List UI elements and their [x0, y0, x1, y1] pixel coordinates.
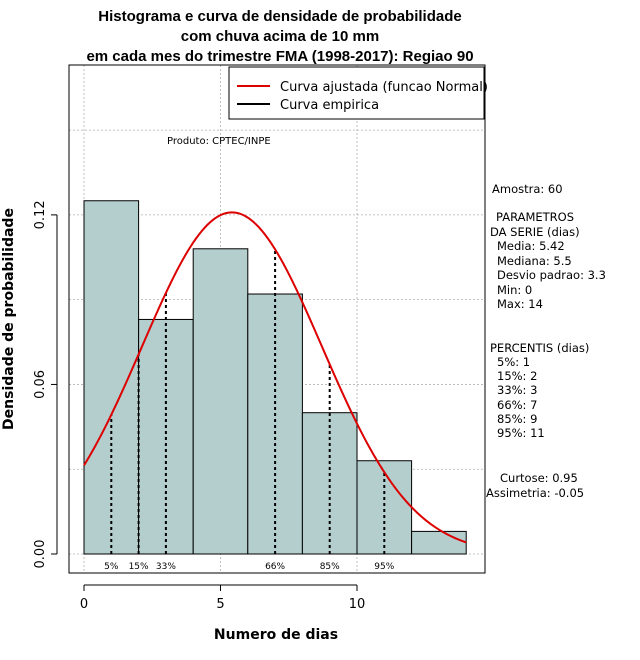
chart-title-line-3: em cada mes do trimestre FMA (1998-2017)… [86, 48, 474, 65]
histogram-bar [301, 412, 358, 555]
histogram-bar [356, 460, 413, 555]
x-tick-label: 10 [349, 597, 366, 612]
stats-mediana: Mediana: 5.5 [497, 254, 572, 268]
stats-curtose: Curtose: 0.95 [500, 471, 578, 485]
percentile-lines: 5% 15% 33% 66% 85% 95% [104, 249, 395, 572]
histogram-bar [138, 318, 194, 555]
histogram-bar [192, 248, 249, 555]
stats-percentis-title: PERCENTIS (dias) [490, 341, 590, 355]
stats-parametros-title-1: PARAMETROS [496, 210, 575, 224]
axes: 0 5 10 0.00 0.06 0.12 [33, 200, 365, 612]
percentile-label: 5% [104, 562, 119, 572]
legend-fitted-label: Curva ajustada (funcao Normal) [280, 80, 488, 95]
fitted-normal-curve [83, 211, 467, 544]
percentile-label: 33% [156, 562, 176, 572]
product-label: Produto: CPTEC/INPE [167, 136, 271, 147]
percentile-label: 95% [374, 562, 394, 572]
stats-p33: 33%: 3 [497, 383, 538, 397]
stats-min: Min: 0 [497, 283, 533, 297]
percentile-label: 85% [320, 562, 340, 572]
y-tick-label: 0.00 [33, 540, 48, 569]
stats-p66: 66%: 7 [497, 398, 538, 412]
stats-desvio: Desvio padrao: 3.3 [497, 268, 606, 282]
stats-media: Media: 5.42 [497, 239, 565, 253]
chart-title-line-1: Histograma e curva de densidade de proba… [98, 8, 462, 25]
y-tick-label: 0.12 [33, 200, 48, 229]
stats-p15: 15%: 2 [497, 369, 538, 383]
y-axis-label: Densidade de probabilidade [1, 208, 17, 430]
histogram-bar [411, 530, 467, 555]
stats-parametros-title-2: DA SERIE (dias) [490, 225, 580, 239]
x-axis-label: Numero de dias [214, 627, 338, 643]
stats-max: Max: 14 [497, 297, 543, 311]
stats-p85: 85%: 9 [497, 412, 538, 426]
chart-title-line-2: com chuva acima de 10 mm [180, 28, 380, 45]
percentile-label: 66% [265, 562, 285, 572]
legend-empirical-label: Curva empirica [280, 98, 379, 113]
x-tick-label: 0 [80, 597, 88, 612]
percentile-label: 15% [129, 562, 149, 572]
stats-p95: 95%: 11 [497, 426, 545, 440]
stats-p5: 5%: 1 [497, 355, 531, 369]
legend: Curva ajustada (funcao Normal) Curva emp… [228, 66, 488, 120]
stats-amostra: Amostra: 60 [492, 182, 563, 196]
plot-frame [68, 64, 486, 574]
y-tick-label: 0.06 [33, 370, 48, 399]
legend-box [228, 66, 485, 120]
stats-assimetria: Assimetria: -0.05 [486, 486, 585, 500]
x-tick-label: 5 [216, 597, 224, 612]
histogram-bar [83, 200, 140, 555]
